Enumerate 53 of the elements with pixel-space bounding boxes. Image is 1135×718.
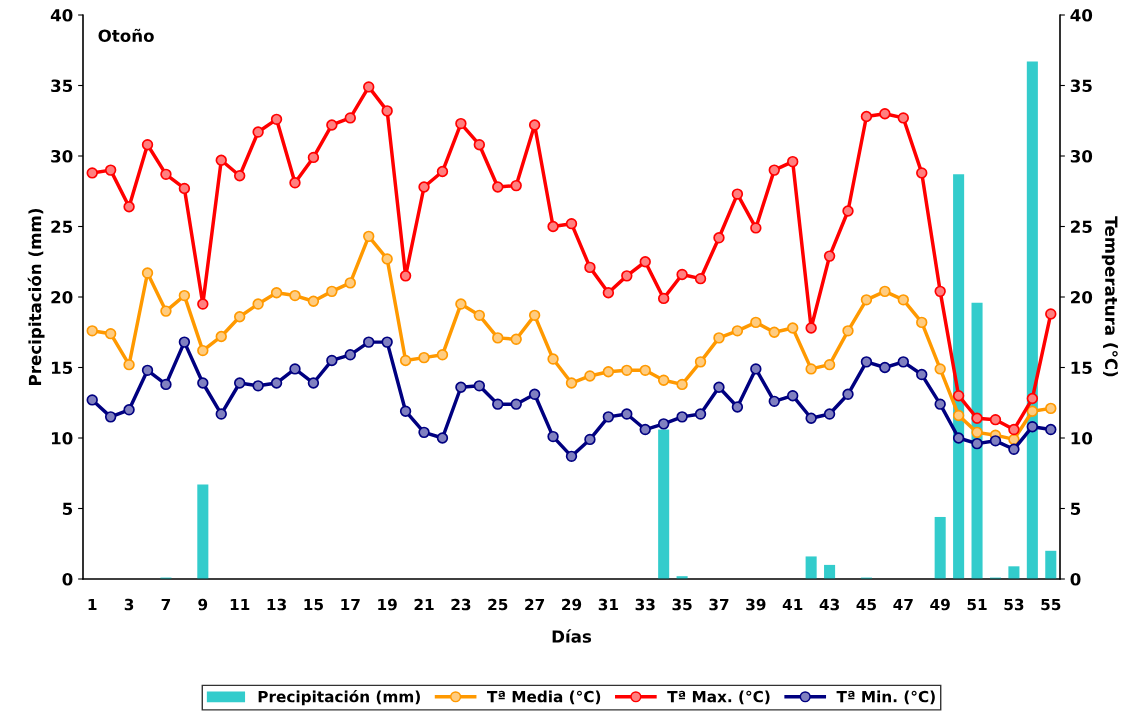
y2-tick-label: 35	[1070, 79, 1092, 93]
x-tick-label: 1	[88, 598, 97, 611]
x-tick-label: 45	[856, 598, 877, 611]
x-tick-label: 43	[819, 598, 839, 611]
y-tick-label: 35	[51, 79, 73, 93]
y2-axis-title: Temperatura (°C)	[1101, 216, 1118, 377]
y-tick-label: 30	[51, 149, 73, 163]
x-tick-label: 33	[635, 598, 655, 611]
x-tick-label: 29	[562, 598, 582, 611]
y-tick-label: 15	[51, 361, 73, 375]
y2-tick-label: 40	[1070, 8, 1093, 22]
y2-tick-label: 20	[1071, 290, 1093, 304]
x-tick-label: 41	[782, 598, 803, 611]
legend-label: Tª Min. (°C)	[836, 690, 935, 705]
y2-tick-label: 5	[1071, 502, 1081, 516]
y-tick-label: 5	[62, 502, 73, 516]
x-tick-label: 35	[672, 598, 692, 611]
x-tick-label: 25	[488, 598, 508, 611]
x-tick-label: 23	[451, 598, 471, 611]
y2-tick-label: 30	[1070, 149, 1093, 163]
y-axis-title: Precipitación (mm)	[27, 209, 45, 385]
x-tick-label: 7	[161, 598, 171, 611]
x-tick-label: 15	[304, 598, 323, 611]
x-tick-label: 39	[746, 598, 766, 611]
x-tick-label: 11	[230, 598, 250, 611]
x-tick-label: 21	[414, 598, 434, 611]
y2-tick-label: 25	[1071, 220, 1092, 234]
y2-tick-label: 0	[1070, 572, 1081, 586]
x-tick-label: 49	[930, 598, 950, 611]
x-tick-label: 51	[967, 598, 987, 611]
x-tick-label: 9	[198, 598, 208, 611]
legend-label: Tª Max. (°C)	[667, 690, 770, 705]
legend-label: Precipitación (mm)	[258, 689, 420, 706]
y-tick-label: 25	[51, 220, 73, 234]
y-tick-label: 10	[51, 431, 73, 445]
x-tick-label: 55	[1041, 598, 1061, 611]
x-tick-label: 31	[598, 598, 618, 611]
y-tick-label: 20	[51, 290, 73, 304]
y-tick-label: 40	[50, 8, 73, 22]
x-axis-title: Días	[552, 629, 592, 643]
x-tick-label: 47	[893, 598, 913, 611]
y2-tick-label: 15	[1071, 361, 1092, 375]
text: Otoño	[98, 28, 154, 42]
x-tick-label: 13	[267, 598, 286, 611]
y-tick-label: 0	[62, 572, 73, 586]
x-tick-label: 19	[378, 598, 397, 611]
x-tick-label: 27	[525, 598, 545, 611]
x-tick-label: 53	[1004, 598, 1024, 611]
x-tick-label: 17	[341, 598, 360, 611]
x-tick-label: 3	[124, 598, 134, 611]
y2-tick-label: 10	[1071, 431, 1093, 445]
x-tick-label: 37	[709, 598, 729, 611]
legend-label: Tª Media (°C)	[487, 690, 601, 705]
